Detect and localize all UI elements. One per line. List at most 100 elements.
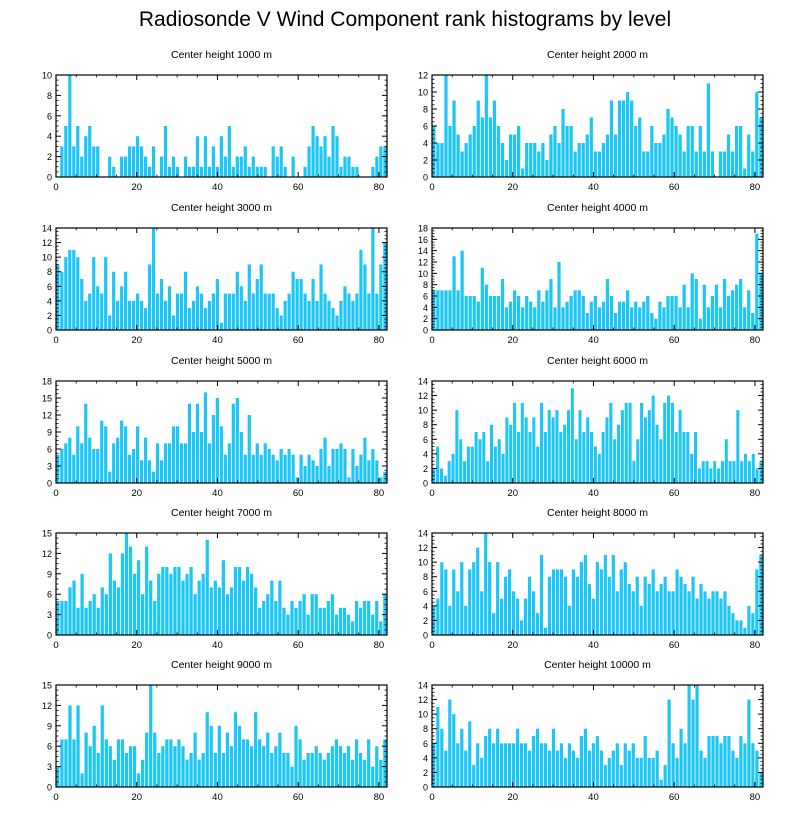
histogram-bar — [571, 569, 576, 635]
x-tick-label: 0 — [53, 335, 58, 346]
histogram-bar — [187, 166, 192, 177]
histogram-bar — [541, 301, 545, 330]
histogram-bar — [500, 279, 505, 330]
histogram-bar — [597, 307, 601, 330]
histogram-bar — [231, 293, 235, 330]
histogram-bar — [613, 134, 618, 177]
panel-title: Center height 1000 m — [171, 49, 272, 61]
histogram-bar — [621, 100, 626, 177]
histogram-bar — [64, 126, 68, 177]
histogram-bar — [157, 753, 161, 787]
histogram-bar — [149, 580, 153, 635]
histogram-bar — [571, 750, 576, 787]
x-tick-label: 0 — [53, 488, 58, 499]
histogram-bar — [139, 146, 144, 177]
y-tick-label: 6 — [47, 282, 52, 292]
histogram-bar — [124, 426, 128, 483]
histogram-bar — [616, 424, 621, 483]
y-tick-label: 10 — [418, 406, 428, 416]
histogram-bar — [169, 573, 173, 635]
histogram-bar — [92, 449, 96, 483]
panel-title: Center height 6000 m — [547, 355, 648, 367]
histogram-bar — [351, 300, 355, 330]
histogram-bar — [464, 296, 468, 330]
histogram-bar — [286, 753, 290, 787]
histogram-bar — [319, 449, 323, 483]
x-tick-label: 80 — [750, 488, 761, 499]
x-tick-label: 60 — [669, 335, 680, 346]
histogram-bar — [354, 601, 359, 635]
histogram-bar — [295, 279, 299, 330]
histogram-bar — [254, 712, 258, 787]
histogram-bar — [323, 136, 327, 177]
y-tick-label: 6 — [423, 292, 428, 302]
histogram-bar — [151, 228, 156, 330]
x-tick-label: 80 — [374, 182, 385, 193]
histogram-bar — [247, 264, 251, 330]
histogram-bar — [505, 417, 509, 483]
x-tick-label: 0 — [429, 792, 434, 803]
histogram-bar — [671, 591, 675, 635]
histogram-bar — [76, 257, 80, 330]
histogram-bar — [525, 143, 529, 177]
histogram-bar — [262, 746, 266, 787]
histogram-bar — [591, 598, 595, 635]
histogram-bar — [579, 562, 583, 635]
histogram-bar — [575, 757, 580, 787]
histogram-bar — [593, 296, 597, 330]
histogram-bar — [561, 307, 565, 330]
histogram-bar — [243, 146, 247, 177]
histogram-bar — [80, 443, 84, 483]
histogram-bar — [549, 134, 553, 177]
histogram-bar — [659, 779, 663, 787]
histogram-bar — [727, 605, 731, 635]
y-tick-label: 2 — [423, 464, 428, 474]
histogram-bar — [161, 567, 165, 635]
x-tick-label: 60 — [293, 640, 304, 651]
histogram-bar — [211, 146, 215, 177]
histogram-bar — [275, 460, 279, 483]
histogram-bar — [654, 318, 658, 330]
x-tick-label: 40 — [588, 640, 599, 651]
panel-title: Center height 7000 m — [171, 507, 272, 519]
histogram-bar — [310, 594, 314, 635]
histogram-bar — [207, 300, 211, 330]
panel-title: Center height 5000 m — [171, 355, 272, 367]
histogram-bar — [128, 546, 133, 635]
y-tick-label: 12 — [42, 701, 52, 711]
histogram-bar — [455, 410, 459, 483]
histogram-bar — [159, 460, 164, 483]
histogram-bar — [452, 569, 456, 635]
histogram-bar — [557, 143, 561, 177]
histogram-bar — [654, 143, 658, 177]
histogram-bar — [76, 705, 80, 787]
histogram-bar — [724, 439, 728, 483]
histogram-bar — [155, 443, 160, 483]
histogram-bar — [116, 300, 120, 330]
histogram-bar — [299, 454, 303, 483]
histogram-bar — [740, 461, 744, 483]
y-tick-label: 0 — [47, 326, 52, 336]
histogram-bar — [167, 286, 172, 330]
histogram-bar — [262, 601, 266, 635]
histogram-bar — [523, 598, 528, 635]
panel-title: Center height 10000 m — [544, 659, 651, 671]
histogram-bar — [335, 315, 339, 330]
histogram-bar — [197, 759, 201, 787]
histogram-bar — [609, 296, 614, 330]
panel-title: Center height 3000 m — [171, 202, 272, 214]
histogram-bar — [647, 584, 651, 635]
histogram-bar — [570, 388, 574, 483]
histogram-bar — [157, 573, 161, 635]
histogram-bar — [266, 594, 270, 635]
histogram-bar — [459, 439, 463, 483]
histogram-bar — [171, 315, 176, 330]
histogram-bar — [108, 471, 112, 483]
histogram-bar — [492, 613, 496, 635]
histogram-bar — [579, 736, 583, 787]
histogram-bar — [201, 573, 205, 635]
histogram-bar — [532, 417, 536, 483]
histogram-bar — [132, 573, 137, 635]
y-tick-label: 9 — [47, 569, 52, 579]
